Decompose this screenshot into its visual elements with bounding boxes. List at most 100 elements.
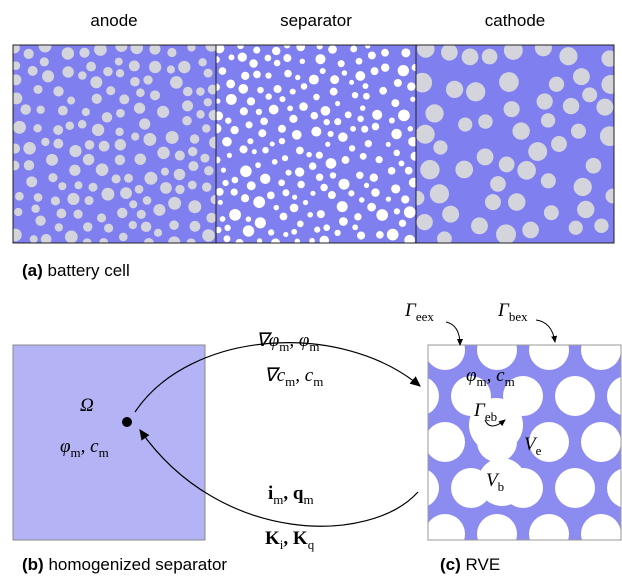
particle xyxy=(255,217,266,228)
particle xyxy=(240,107,248,115)
particle xyxy=(299,102,308,111)
particle xyxy=(372,123,379,130)
particle xyxy=(160,182,172,194)
particle xyxy=(398,110,410,122)
particle xyxy=(198,58,206,66)
particle xyxy=(581,514,621,554)
particle xyxy=(338,132,348,142)
particle xyxy=(339,179,350,190)
particle xyxy=(115,128,123,136)
particle xyxy=(117,208,127,218)
particle xyxy=(286,170,292,176)
particle xyxy=(115,155,125,165)
symbol: , c xyxy=(487,365,506,386)
particle xyxy=(256,109,262,115)
particle xyxy=(130,42,143,55)
particle xyxy=(83,154,94,165)
particle xyxy=(230,126,238,134)
particle xyxy=(74,181,82,189)
particle xyxy=(433,140,447,154)
particle xyxy=(65,231,78,244)
particle xyxy=(394,79,402,87)
particle xyxy=(349,145,355,151)
particle xyxy=(292,130,302,140)
particle xyxy=(512,122,529,139)
figure: anode separator cathode (a) battery cell… xyxy=(0,0,622,577)
particle xyxy=(14,208,22,216)
particle xyxy=(120,187,132,199)
particle xyxy=(149,61,161,73)
particle xyxy=(529,514,569,554)
particle xyxy=(309,75,319,85)
symbol: ∇c xyxy=(264,365,286,386)
caption: (b) homogenized separator xyxy=(22,555,227,574)
particle xyxy=(307,212,313,218)
particle xyxy=(137,210,146,219)
particle xyxy=(386,196,391,201)
particle xyxy=(247,138,253,144)
particle xyxy=(325,142,330,147)
particle xyxy=(13,121,26,134)
particle xyxy=(577,201,594,218)
particle xyxy=(104,224,113,233)
particle xyxy=(79,48,89,58)
particle xyxy=(316,152,323,159)
particle xyxy=(316,174,323,181)
particle xyxy=(471,217,488,234)
particle xyxy=(226,94,237,105)
particle xyxy=(238,84,248,94)
gamma: Γeex xyxy=(404,300,434,324)
particle xyxy=(196,87,205,96)
particle xyxy=(407,82,415,90)
particle xyxy=(352,92,358,98)
subscript: m xyxy=(273,492,283,507)
anode xyxy=(9,40,221,249)
particle xyxy=(62,47,74,59)
particle xyxy=(190,134,199,143)
particle xyxy=(581,330,621,370)
homogenized-domain xyxy=(13,345,205,540)
particle xyxy=(355,71,365,81)
particle xyxy=(330,75,339,84)
particle xyxy=(90,76,102,88)
particle xyxy=(67,97,75,105)
particle xyxy=(387,229,399,241)
particle xyxy=(150,90,160,100)
particle xyxy=(202,124,210,132)
particle xyxy=(85,196,94,205)
particle xyxy=(313,94,319,100)
particle xyxy=(112,174,121,183)
particle xyxy=(356,58,363,65)
particle xyxy=(352,224,358,230)
pointer xyxy=(446,322,460,345)
particle xyxy=(92,124,104,136)
particle xyxy=(297,181,304,188)
particle xyxy=(394,208,400,214)
particle xyxy=(372,110,382,120)
particle xyxy=(78,71,87,80)
subscript: eex xyxy=(416,309,435,324)
particle xyxy=(386,142,391,147)
particle xyxy=(499,157,515,173)
particle xyxy=(504,41,523,60)
particle xyxy=(535,39,552,56)
particle xyxy=(119,94,129,104)
particle xyxy=(292,195,297,200)
symbol: , c xyxy=(295,365,314,386)
particle xyxy=(265,55,272,62)
particle xyxy=(317,43,323,49)
particle xyxy=(56,209,66,219)
particle xyxy=(371,188,379,196)
particle xyxy=(170,76,183,89)
particle xyxy=(416,214,432,230)
particle xyxy=(39,40,52,53)
particle xyxy=(42,70,54,82)
subscript: m xyxy=(313,374,323,389)
particle xyxy=(23,142,35,154)
particle xyxy=(477,149,494,166)
particle xyxy=(290,204,299,213)
symbol: , c xyxy=(81,436,100,457)
point xyxy=(122,417,132,427)
particle xyxy=(134,103,145,114)
particle xyxy=(399,160,405,166)
